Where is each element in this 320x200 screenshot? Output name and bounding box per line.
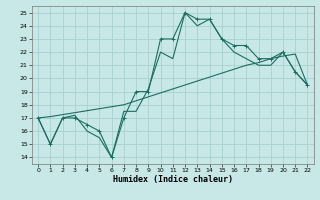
X-axis label: Humidex (Indice chaleur): Humidex (Indice chaleur)	[113, 175, 233, 184]
